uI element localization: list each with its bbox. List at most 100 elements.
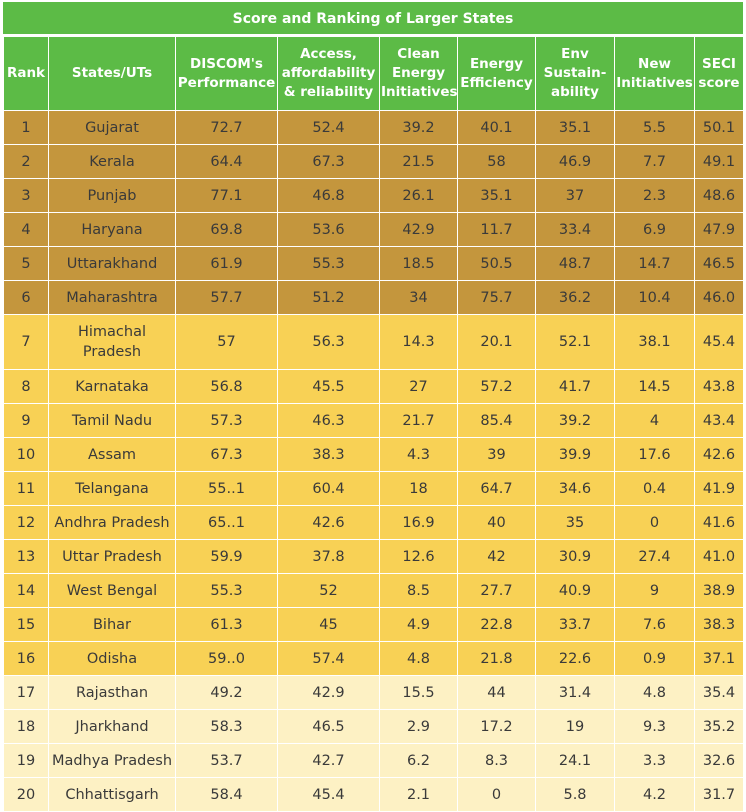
- energy-efficiency-cell: 50.5: [457, 246, 536, 281]
- access-cell: 67.3: [277, 144, 380, 179]
- energy-efficiency-cell: 22.8: [457, 607, 536, 642]
- seci-score-cell: 48.6: [694, 178, 744, 213]
- header-energy-efficiency: Energy Efficiency: [457, 36, 536, 111]
- discom-cell: 57.7: [175, 280, 278, 315]
- energy-efficiency-cell: 20.1: [457, 314, 536, 370]
- seci-score-cell: 41.0: [694, 539, 744, 574]
- env-sustainability-cell: 19: [535, 709, 615, 744]
- access-cell: 38.3: [277, 437, 380, 472]
- discom-cell: 59..0: [175, 641, 278, 676]
- clean-energy-cell: 39.2: [379, 110, 458, 145]
- env-sustainability-cell: 46.9: [535, 144, 615, 179]
- state-cell: Gujarat: [48, 110, 176, 145]
- table-row: 1 Gujarat 72.7 52.4 39.2 40.1 35.1 5.5 50.1: [3, 110, 744, 145]
- state-cell: Maharashtra: [48, 280, 176, 315]
- rank-cell: 17: [3, 675, 49, 710]
- new-initiatives-cell: 4.8: [614, 675, 695, 710]
- state-cell: Andhra Pradesh: [48, 505, 176, 540]
- state-cell: Himachal Pradesh: [48, 314, 176, 370]
- access-cell: 45: [277, 607, 380, 642]
- new-initiatives-cell: 2.3: [614, 178, 695, 213]
- rank-cell: 12: [3, 505, 49, 540]
- discom-cell: 77.1: [175, 178, 278, 213]
- discom-cell: 57.3: [175, 403, 278, 438]
- access-cell: 45.4: [277, 777, 380, 812]
- table-row: 10 Assam 67.3 38.3 4.3 39 39.9 17.6 42.6: [3, 437, 744, 472]
- discom-cell: 64.4: [175, 144, 278, 179]
- table-row: 14 West Bengal 55.3 52 8.5 27.7 40.9 9 38.9: [3, 573, 744, 608]
- state-cell: Uttar Pradesh: [48, 539, 176, 574]
- header-new-initiatives: New Initiatives: [614, 36, 695, 111]
- discom-cell: 59.9: [175, 539, 278, 574]
- new-initiatives-cell: 5.5: [614, 110, 695, 145]
- env-sustainability-cell: 35: [535, 505, 615, 540]
- clean-energy-cell: 8.5: [379, 573, 458, 608]
- energy-efficiency-cell: 42: [457, 539, 536, 574]
- access-cell: 42.9: [277, 675, 380, 710]
- env-sustainability-cell: 31.4: [535, 675, 615, 710]
- seci-score-cell: 35.2: [694, 709, 744, 744]
- state-cell: Assam: [48, 437, 176, 472]
- clean-energy-cell: 14.3: [379, 314, 458, 370]
- energy-efficiency-cell: 40: [457, 505, 536, 540]
- clean-energy-cell: 4.3: [379, 437, 458, 472]
- energy-efficiency-cell: 64.7: [457, 471, 536, 506]
- state-cell: West Bengal: [48, 573, 176, 608]
- env-sustainability-cell: 35.1: [535, 110, 615, 145]
- seci-score-cell: 31.7: [694, 777, 744, 812]
- rank-cell: 14: [3, 573, 49, 608]
- env-sustainability-cell: 48.7: [535, 246, 615, 281]
- new-initiatives-cell: 0.4: [614, 471, 695, 506]
- new-initiatives-cell: 3.3: [614, 743, 695, 778]
- env-sustainability-cell: 33.4: [535, 212, 615, 247]
- table-row: 8 Karnataka 56.8 45.5 27 57.2 41.7 14.5 43.8: [3, 369, 744, 404]
- new-initiatives-cell: 10.4: [614, 280, 695, 315]
- discom-cell: 55.3: [175, 573, 278, 608]
- state-cell: Kerala: [48, 144, 176, 179]
- env-sustainability-cell: 24.1: [535, 743, 615, 778]
- energy-efficiency-cell: 17.2: [457, 709, 536, 744]
- access-cell: 57.4: [277, 641, 380, 676]
- table-title: Score and Ranking of Larger States: [3, 2, 743, 36]
- rank-cell: 19: [3, 743, 49, 778]
- new-initiatives-cell: 9: [614, 573, 695, 608]
- clean-energy-cell: 42.9: [379, 212, 458, 247]
- energy-efficiency-cell: 0: [457, 777, 536, 812]
- clean-energy-cell: 15.5: [379, 675, 458, 710]
- state-cell: Karnataka: [48, 369, 176, 404]
- state-cell: Odisha: [48, 641, 176, 676]
- env-sustainability-cell: 22.6: [535, 641, 615, 676]
- env-sustainability-cell: 5.8: [535, 777, 615, 812]
- clean-energy-cell: 6.2: [379, 743, 458, 778]
- rank-cell: 16: [3, 641, 49, 676]
- state-cell: Chhattisgarh: [48, 777, 176, 812]
- header-seci-score: SECI score: [694, 36, 744, 111]
- new-initiatives-cell: 9.3: [614, 709, 695, 744]
- env-sustainability-cell: 36.2: [535, 280, 615, 315]
- table-body: 1 Gujarat 72.7 52.4 39.2 40.1 35.1 5.5 50.1 2 Kera…: [3, 110, 744, 812]
- table-row: 18 Jharkhand 58.3 46.5 2.9 17.2 19 9.3 35.2: [3, 709, 744, 744]
- seci-score-cell: 32.6: [694, 743, 744, 778]
- seci-score-cell: 46.5: [694, 246, 744, 281]
- env-sustainability-cell: 33.7: [535, 607, 615, 642]
- new-initiatives-cell: 4: [614, 403, 695, 438]
- new-initiatives-cell: 14.7: [614, 246, 695, 281]
- rank-cell: 2: [3, 144, 49, 179]
- access-cell: 45.5: [277, 369, 380, 404]
- header-access: Access, affordability & reliability: [277, 36, 380, 111]
- header-clean-energy: Clean Energy Initiatives: [379, 36, 458, 111]
- new-initiatives-cell: 7.6: [614, 607, 695, 642]
- clean-energy-cell: 12.6: [379, 539, 458, 574]
- access-cell: 52.4: [277, 110, 380, 145]
- table-row: 16 Odisha 59..0 57.4 4.8 21.8 22.6 0.9 37.1: [3, 641, 744, 676]
- seci-score-cell: 50.1: [694, 110, 744, 145]
- new-initiatives-cell: 4.2: [614, 777, 695, 812]
- env-sustainability-cell: 37: [535, 178, 615, 213]
- discom-cell: 58.3: [175, 709, 278, 744]
- rank-cell: 3: [3, 178, 49, 213]
- clean-energy-cell: 2.9: [379, 709, 458, 744]
- env-sustainability-cell: 39.9: [535, 437, 615, 472]
- access-cell: 46.3: [277, 403, 380, 438]
- access-cell: 52: [277, 573, 380, 608]
- state-cell: Telangana: [48, 471, 176, 506]
